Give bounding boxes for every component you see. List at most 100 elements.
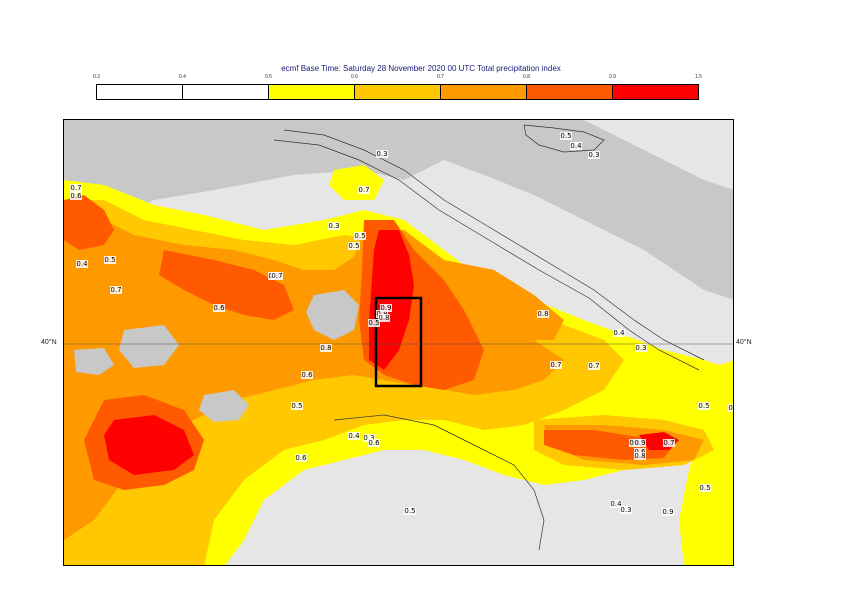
- contour-label: 0.4: [613, 329, 625, 337]
- low-value-area: [74, 348, 114, 375]
- contour-label-bg: [634, 452, 646, 460]
- contour-label: 0.5: [404, 507, 415, 515]
- contour-label: 0.5: [354, 232, 365, 240]
- contour-label-bg: [613, 329, 625, 337]
- contour-label: 0.7: [358, 186, 369, 194]
- contour-label-bg: [588, 362, 600, 370]
- contour-label-bg: [368, 319, 380, 327]
- legend-swatch: [183, 85, 269, 99]
- legend-swatch: [441, 85, 527, 99]
- contour-line: [333, 414, 545, 551]
- lat-label-left: 40°N: [41, 339, 57, 346]
- contour-label-bg: [291, 402, 303, 410]
- contour-label: 0.3: [363, 434, 374, 442]
- contour-label-bg: [404, 507, 416, 515]
- legend-tick: 0.4: [179, 74, 186, 80]
- contour-label-bg: [376, 150, 388, 158]
- legend-swatch: [269, 85, 355, 99]
- legend-tick: 0.6: [351, 74, 358, 80]
- contour-line: [523, 124, 605, 153]
- precipitation-map: 0.50.40.30.30.70.30.50.50.70.60.40.50.80…: [63, 119, 734, 566]
- contour-label-bg: [348, 242, 360, 250]
- contour-label: 0.6: [368, 439, 380, 447]
- contour-label-bg: [295, 454, 307, 462]
- contour-label-bg: [363, 434, 375, 442]
- contour-label: 0.7: [110, 286, 121, 294]
- contour-label-bg: [588, 151, 600, 159]
- contour-label-bg: [698, 402, 710, 410]
- contour-label-bg: [634, 439, 646, 447]
- contour-label-bg: [70, 184, 82, 192]
- contour-label-bg: [620, 506, 632, 514]
- contour-label: 0.9: [380, 304, 391, 312]
- contour-line: [283, 129, 705, 361]
- contour-label-bg: [348, 432, 360, 440]
- contour-label: 0.5: [348, 242, 359, 250]
- contour-label-bg: [271, 272, 283, 280]
- legend-tick: 0.8: [523, 74, 530, 80]
- contour-fill-0.5: [679, 360, 733, 565]
- contour-label: 0.3: [376, 150, 387, 158]
- contour-label: 0.3: [635, 344, 646, 352]
- contour-label-bg: [104, 256, 116, 264]
- contour-label: 0.6: [213, 304, 225, 312]
- contour-fill-0.9: [104, 415, 194, 475]
- map-svg: 0.50.40.30.30.70.30.50.50.70.60.40.50.80…: [64, 120, 734, 565]
- contour-label-bg: [320, 344, 332, 352]
- contour-label-bg: [110, 286, 122, 294]
- legend-tick: 0.3: [93, 74, 100, 80]
- contour-label-bg: [537, 310, 549, 318]
- contour-label: 0.5: [698, 402, 709, 410]
- low-value-area: [199, 390, 249, 422]
- legend-swatch: [527, 85, 613, 99]
- contour-label: 0.3: [620, 506, 631, 514]
- contour-line: [273, 139, 700, 371]
- contour-label: 0.8: [537, 310, 548, 318]
- contour-fill-0.5: [329, 165, 384, 200]
- color-legend: [96, 84, 699, 100]
- contour-label: 0.4: [76, 260, 88, 268]
- contour-label: 0.6: [295, 454, 307, 462]
- chart-title: ecmf Base Time: Saturday 28 November 202…: [281, 64, 561, 73]
- contour-label: 0.8: [634, 452, 645, 460]
- contour-label-bg: [550, 361, 562, 369]
- legend-swatch: [97, 85, 183, 99]
- contour-label: 0.5: [699, 484, 710, 492]
- contour-label: 0.3: [328, 222, 339, 230]
- legend-tick: 0.9: [609, 74, 616, 80]
- contour-label: 0.7: [70, 184, 81, 192]
- contour-label: 0.3: [588, 151, 599, 159]
- contour-label: 0.4: [570, 142, 582, 150]
- contour-label: 0.9: [634, 439, 645, 447]
- contour-label: 0.4: [610, 500, 622, 508]
- legend-tick: 0.7: [437, 74, 444, 80]
- legend-tick: 1.5: [695, 74, 702, 80]
- legend-swatch: [355, 85, 441, 99]
- legend-tick: 0.5: [265, 74, 272, 80]
- land-area: [514, 120, 733, 190]
- contour-label-bg: [301, 371, 313, 379]
- contour-fill-0.8: [64, 195, 114, 250]
- contour-label: 0.6: [70, 192, 82, 200]
- focus-box: [374, 296, 423, 388]
- contour-label-bg: [610, 500, 622, 508]
- contour-labels: 0.50.40.30.30.70.30.50.50.70.60.40.50.80…: [70, 132, 734, 516]
- contour-fill-0.9: [369, 230, 414, 370]
- low-value-area: [119, 325, 179, 368]
- contour-label: 0.5: [728, 404, 734, 412]
- contour-label: 0.7: [271, 272, 282, 280]
- contour-label-bg: [663, 439, 675, 447]
- contour-label: 0.4: [348, 432, 360, 440]
- low-value-area: [306, 290, 359, 340]
- contour-label: 0.8: [320, 344, 331, 352]
- contour-label-bg: [354, 232, 366, 240]
- contour-label: 0.9: [662, 508, 673, 516]
- contour-label: 0.5: [291, 402, 302, 410]
- contour-label: 0.7: [588, 362, 599, 370]
- contour-label-bg: [328, 222, 340, 230]
- contour-label-bg: [70, 192, 82, 200]
- contour-label-bg: [570, 142, 582, 150]
- contour-label: 0.6: [301, 371, 313, 379]
- contour-label: 0.7: [550, 361, 561, 369]
- contour-label-bg: [358, 186, 370, 194]
